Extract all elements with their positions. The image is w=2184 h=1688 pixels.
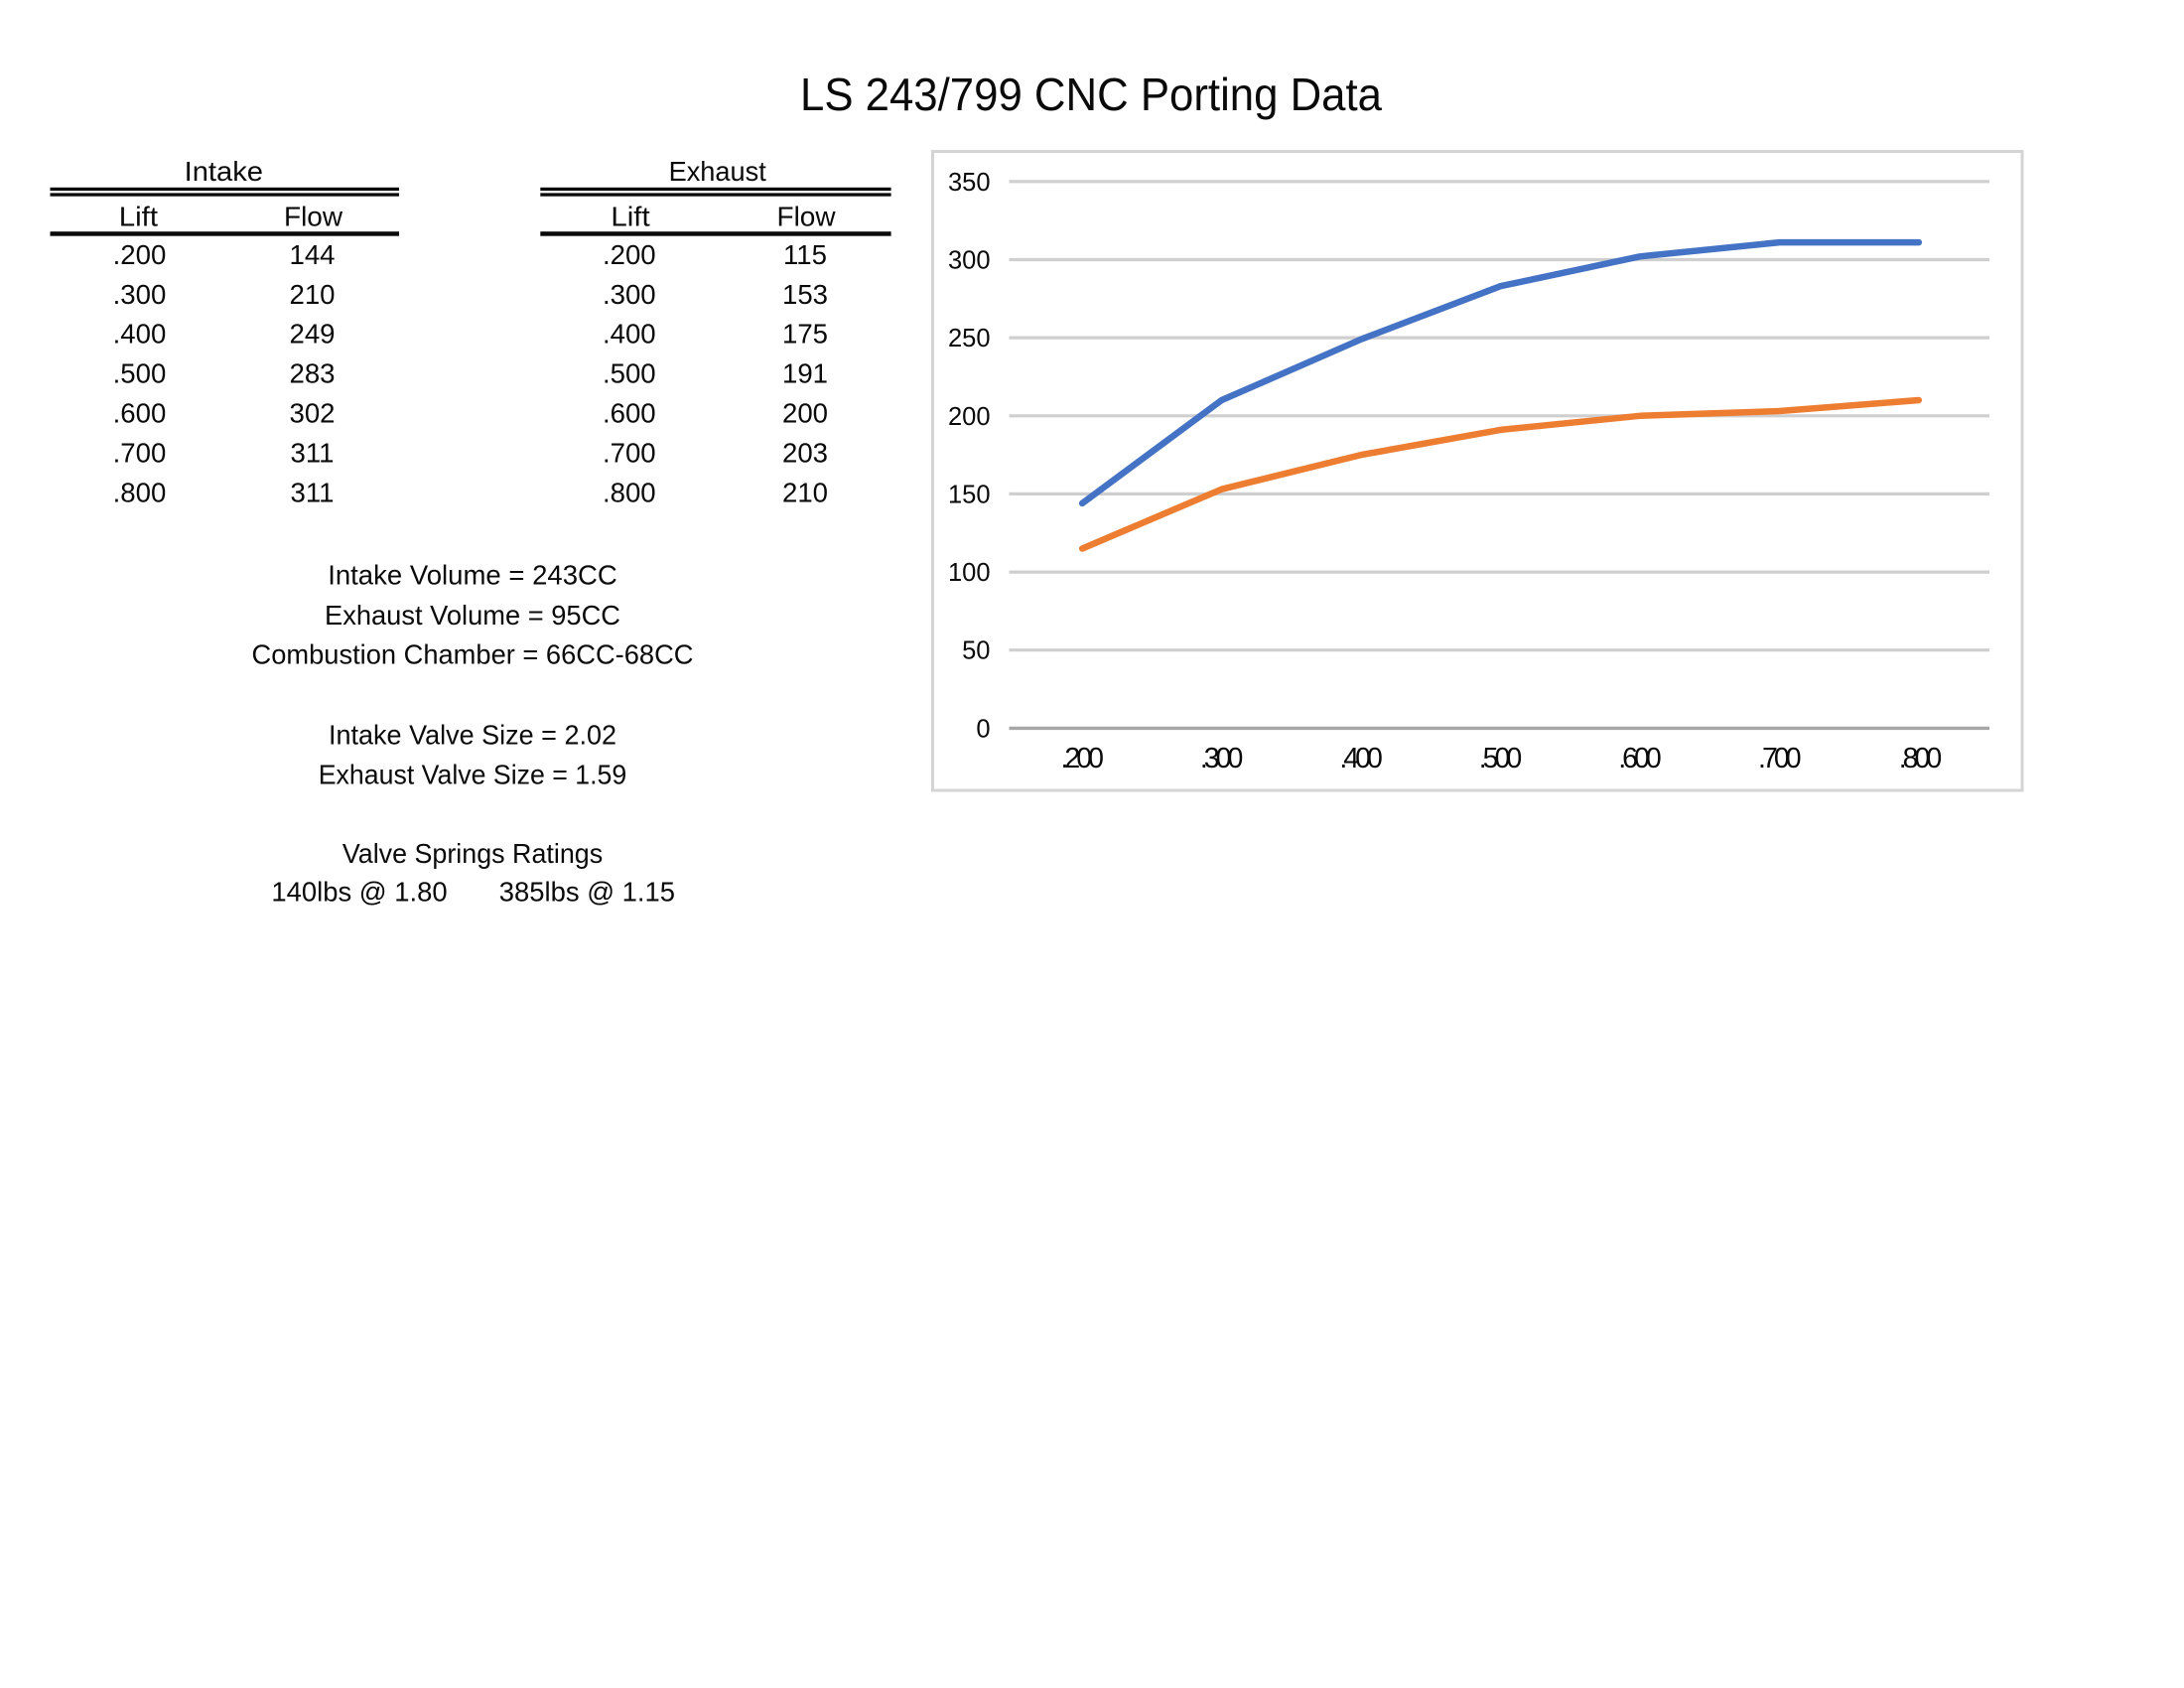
svg-text:Intake: Intake: [185, 156, 263, 187]
svg-text:.300: .300: [113, 279, 167, 310]
svg-text:.400: .400: [603, 319, 656, 350]
svg-text:175: 175: [782, 319, 828, 350]
svg-text:302: 302: [289, 398, 335, 429]
svg-text:250: 250: [948, 325, 991, 352]
svg-text:150: 150: [948, 481, 991, 508]
svg-text:311: 311: [291, 437, 335, 468]
svg-text:100: 100: [948, 559, 991, 587]
svg-text:Valve Springs Ratings: Valve Springs Ratings: [342, 838, 603, 869]
svg-text:191: 191: [782, 358, 828, 389]
svg-text:.500: .500: [1479, 743, 1523, 774]
svg-text:200: 200: [948, 403, 991, 431]
svg-text:.800: .800: [113, 477, 167, 507]
svg-text:311: 311: [291, 477, 335, 507]
svg-text:0: 0: [976, 715, 990, 743]
svg-text:Exhaust Valve Size = 1.59: Exhaust Valve Size = 1.59: [319, 760, 627, 790]
svg-text:50: 50: [962, 637, 990, 665]
svg-text:144: 144: [289, 239, 335, 270]
svg-text:Flow: Flow: [284, 201, 342, 231]
svg-text:210: 210: [289, 279, 335, 310]
svg-text:350: 350: [948, 169, 991, 197]
svg-text:.700: .700: [113, 437, 167, 468]
svg-text:300: 300: [948, 247, 991, 275]
svg-text:.800: .800: [1899, 743, 1943, 774]
svg-text:385lbs @ 1.15: 385lbs @ 1.15: [499, 877, 675, 908]
svg-text:210: 210: [782, 477, 828, 507]
svg-text:Combustion Chamber = 66CC-68CC: Combustion Chamber = 66CC-68CC: [252, 639, 694, 670]
svg-text:.600: .600: [113, 398, 167, 429]
svg-text:.700: .700: [1758, 743, 1802, 774]
svg-text:200: 200: [782, 398, 828, 429]
svg-text:.500: .500: [113, 358, 167, 389]
svg-text:Flow: Flow: [777, 201, 836, 231]
svg-text:.200: .200: [603, 239, 656, 270]
svg-text:.700: .700: [603, 437, 656, 468]
svg-text:Exhaust: Exhaust: [669, 156, 767, 187]
svg-text:249: 249: [289, 319, 335, 350]
svg-text:Intake Volume = 243CC: Intake Volume = 243CC: [328, 560, 617, 591]
svg-text:.600: .600: [603, 398, 656, 429]
svg-text:Lift: Lift: [119, 201, 159, 231]
svg-text:.400: .400: [1339, 743, 1383, 774]
svg-text:.600: .600: [1618, 743, 1662, 774]
svg-text:Exhaust Volume = 95CC: Exhaust Volume = 95CC: [325, 600, 620, 631]
svg-text:.500: .500: [603, 358, 656, 389]
svg-text:.200: .200: [113, 239, 167, 270]
svg-text:Intake Valve Size = 2.02: Intake Valve Size = 2.02: [329, 720, 616, 751]
svg-text:115: 115: [783, 239, 827, 270]
svg-text:.200: .200: [1060, 743, 1104, 774]
svg-text:.300: .300: [1200, 743, 1244, 774]
svg-text:LS 243/799 CNC Porting Data: LS 243/799 CNC Porting Data: [800, 69, 1382, 120]
svg-text:153: 153: [782, 279, 828, 310]
svg-text:.800: .800: [603, 477, 656, 507]
svg-text:283: 283: [289, 358, 335, 389]
svg-text:.400: .400: [113, 319, 167, 350]
svg-text:Lift: Lift: [611, 201, 650, 231]
svg-text:203: 203: [782, 437, 828, 468]
svg-text:140lbs @ 1.80: 140lbs @ 1.80: [271, 877, 447, 908]
svg-text:.300: .300: [603, 279, 656, 310]
